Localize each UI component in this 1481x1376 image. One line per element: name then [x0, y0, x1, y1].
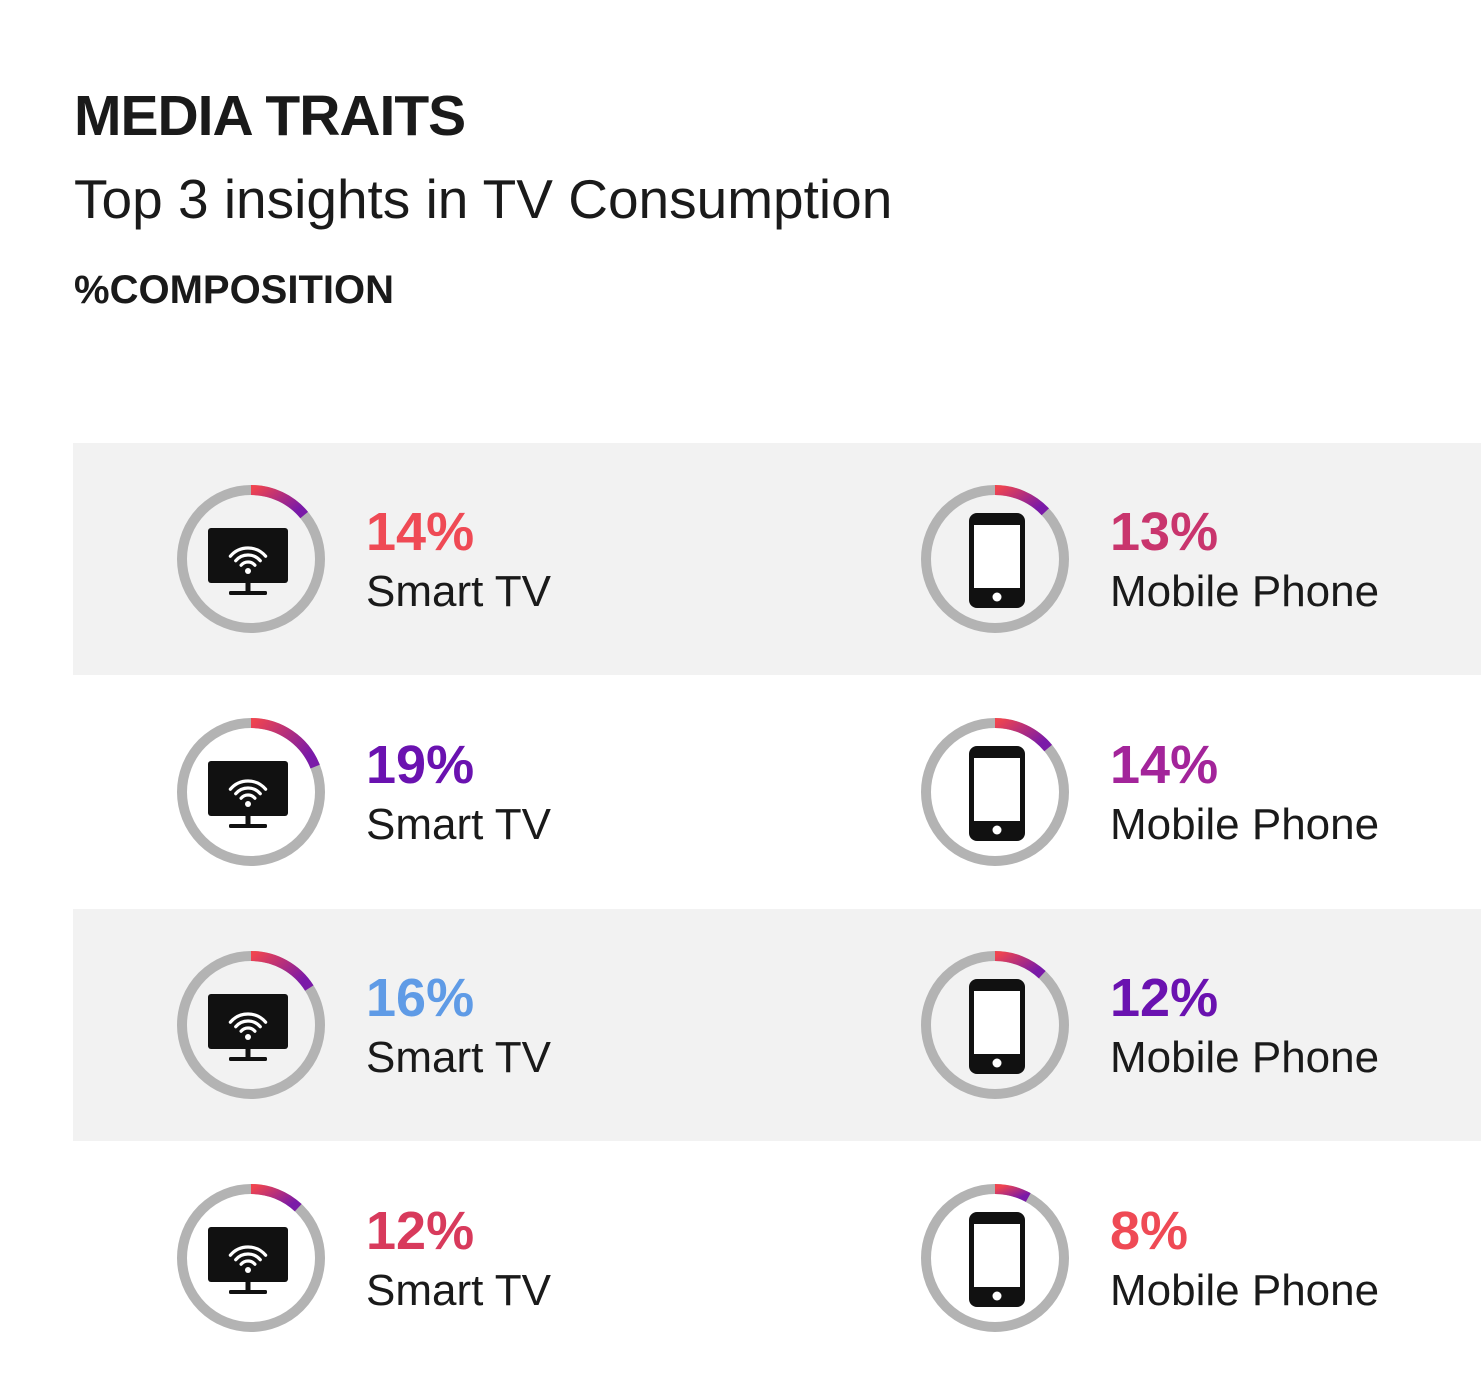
donut-ring: [177, 485, 325, 633]
donut-arc: [250, 1184, 302, 1212]
chart-row: 14% Smart TV 13% Mobile Phone: [73, 443, 1481, 675]
percentage-label: 12%: [366, 1201, 475, 1261]
composition-label: %COMPOSITION: [74, 268, 395, 312]
percentage-label: 16%: [366, 968, 475, 1028]
chart-item: 13% Mobile Phone: [919, 443, 1481, 675]
chart-item: 16% Smart TV: [175, 909, 875, 1141]
smart-tv-icon: [208, 528, 288, 595]
device-label: Smart TV: [366, 567, 552, 616]
smart-tv-icon: [208, 994, 288, 1061]
donut-arc: [250, 485, 309, 519]
donut-ring: [921, 951, 1069, 1099]
donut-ring: [921, 485, 1069, 633]
device-label: Mobile Phone: [1110, 800, 1380, 849]
donut-arc: [250, 951, 314, 991]
device-label: Mobile Phone: [1110, 1033, 1380, 1082]
device-label: Smart TV: [366, 800, 552, 849]
chart-item: 8% Mobile Phone: [919, 1142, 1481, 1374]
mobile-phone-icon: [969, 746, 1025, 841]
percentage-label: 12%: [1110, 968, 1219, 1028]
device-label: Smart TV: [366, 1033, 552, 1082]
percentage-label: 14%: [1110, 735, 1219, 795]
percentage-label: 8%: [1110, 1201, 1189, 1261]
donut-arc: [994, 485, 1049, 516]
donut-arc: [994, 951, 1046, 979]
percentage-label: 19%: [366, 735, 475, 795]
device-label: Mobile Phone: [1110, 1266, 1380, 1315]
percentage-label: 13%: [1110, 502, 1219, 562]
percentage-label: 14%: [366, 502, 475, 562]
page-subtitle: Top 3 insights in TV Consumption: [74, 168, 893, 230]
chart-item: 19% Smart TV: [175, 676, 875, 908]
page-title: MEDIA TRAITS: [74, 84, 466, 148]
chart-item: 12% Mobile Phone: [919, 909, 1481, 1141]
donut-ring: [177, 718, 325, 866]
donut-arc: [994, 718, 1053, 752]
chart-item: 12% Smart TV: [175, 1142, 875, 1374]
chart-item: 14% Mobile Phone: [919, 676, 1481, 908]
chart-row: 16% Smart TV 12% Mobile Phone: [73, 909, 1481, 1141]
chart-row: 12% Smart TV 8% Mobile Phone: [73, 1142, 1481, 1374]
donut-ring: [921, 1184, 1069, 1332]
donut-arc: [994, 1184, 1031, 1202]
smart-tv-icon: [208, 1227, 288, 1294]
donut-ring: [177, 951, 325, 1099]
chart-row: 19% Smart TV 14% Mobile Phone: [73, 676, 1481, 908]
mobile-phone-icon: [969, 1212, 1025, 1307]
donut-ring: [177, 1184, 325, 1332]
device-label: Smart TV: [366, 1266, 552, 1315]
smart-tv-icon: [208, 761, 288, 828]
mobile-phone-icon: [969, 979, 1025, 1074]
mobile-phone-icon: [969, 513, 1025, 608]
donut-arc: [250, 718, 320, 769]
device-label: Mobile Phone: [1110, 567, 1380, 616]
donut-ring: [921, 718, 1069, 866]
chart-item: 14% Smart TV: [175, 443, 875, 675]
